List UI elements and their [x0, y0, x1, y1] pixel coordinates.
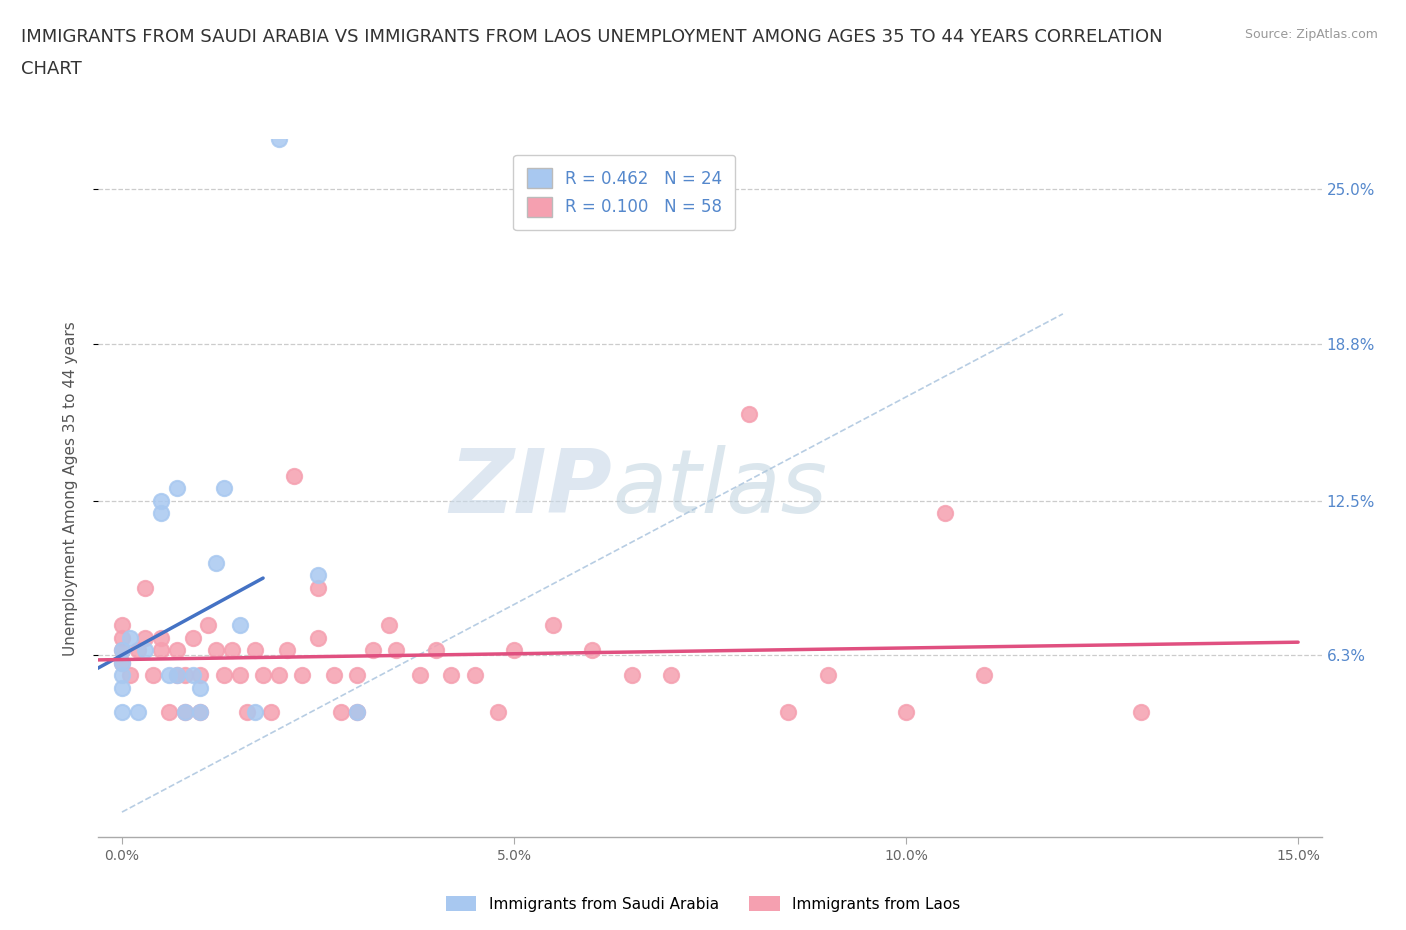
Point	[127, 643, 149, 658]
Point	[111, 618, 134, 632]
Point	[245, 643, 267, 658]
Point	[346, 668, 368, 683]
Point	[150, 493, 173, 508]
Point	[212, 481, 235, 496]
Point	[307, 568, 329, 583]
Point	[267, 132, 290, 147]
Point	[503, 643, 526, 658]
Point	[486, 705, 509, 720]
Point	[973, 668, 995, 683]
Text: atlas: atlas	[612, 445, 827, 531]
Point	[181, 668, 204, 683]
Point	[166, 668, 188, 683]
Point	[659, 668, 682, 683]
Point	[620, 668, 643, 683]
Point	[377, 618, 399, 632]
Point	[330, 705, 353, 720]
Point	[283, 469, 305, 484]
Point	[267, 668, 290, 683]
Point	[205, 555, 228, 570]
Point	[173, 705, 195, 720]
Point	[346, 705, 368, 720]
Point	[934, 506, 956, 521]
Point	[212, 668, 235, 683]
Text: CHART: CHART	[21, 60, 82, 78]
Point	[134, 631, 156, 645]
Point	[197, 618, 219, 632]
Point	[581, 643, 603, 658]
Point	[346, 705, 368, 720]
Point	[134, 580, 156, 595]
Point	[1130, 705, 1153, 720]
Point	[111, 631, 134, 645]
Point	[188, 705, 212, 720]
Point	[118, 668, 141, 683]
Point	[157, 668, 180, 683]
Point	[188, 668, 212, 683]
Point	[464, 668, 486, 683]
Point	[252, 668, 274, 683]
Point	[541, 618, 564, 632]
Point	[205, 643, 228, 658]
Point	[118, 631, 141, 645]
Legend: R = 0.462   N = 24, R = 0.100   N = 58: R = 0.462 N = 24, R = 0.100 N = 58	[513, 154, 735, 231]
Text: IMMIGRANTS FROM SAUDI ARABIA VS IMMIGRANTS FROM LAOS UNEMPLOYMENT AMONG AGES 35 : IMMIGRANTS FROM SAUDI ARABIA VS IMMIGRAN…	[21, 28, 1163, 46]
Point	[150, 643, 173, 658]
Point	[291, 668, 314, 683]
Point	[245, 705, 267, 720]
Point	[276, 643, 298, 658]
Point	[440, 668, 463, 683]
Point	[111, 656, 134, 671]
Point	[157, 705, 180, 720]
Point	[307, 631, 329, 645]
Point	[778, 705, 800, 720]
Point	[221, 643, 243, 658]
Point	[307, 580, 329, 595]
Point	[111, 643, 134, 658]
Point	[260, 705, 283, 720]
Point	[150, 506, 173, 521]
Point	[173, 668, 195, 683]
Point	[142, 668, 165, 683]
Text: Source: ZipAtlas.com: Source: ZipAtlas.com	[1244, 28, 1378, 41]
Point	[817, 668, 839, 683]
Point	[111, 668, 134, 683]
Point	[127, 705, 149, 720]
Point	[425, 643, 447, 658]
Point	[385, 643, 408, 658]
Text: ZIP: ZIP	[450, 445, 612, 532]
Point	[361, 643, 384, 658]
Point	[228, 618, 250, 632]
Point	[228, 668, 250, 683]
Point	[111, 680, 134, 695]
Point	[166, 643, 188, 658]
Point	[111, 656, 134, 671]
Point	[166, 481, 188, 496]
Point	[322, 668, 344, 683]
Point	[173, 705, 195, 720]
Point	[166, 668, 188, 683]
Point	[188, 680, 212, 695]
Point	[236, 705, 259, 720]
Point	[150, 631, 173, 645]
Point	[894, 705, 917, 720]
Point	[111, 705, 134, 720]
Point	[181, 631, 204, 645]
Point	[409, 668, 432, 683]
Point	[134, 643, 156, 658]
Point	[738, 406, 761, 421]
Point	[111, 643, 134, 658]
Y-axis label: Unemployment Among Ages 35 to 44 years: Unemployment Among Ages 35 to 44 years	[63, 321, 77, 656]
Legend: Immigrants from Saudi Arabia, Immigrants from Laos: Immigrants from Saudi Arabia, Immigrants…	[440, 889, 966, 918]
Point	[188, 705, 212, 720]
